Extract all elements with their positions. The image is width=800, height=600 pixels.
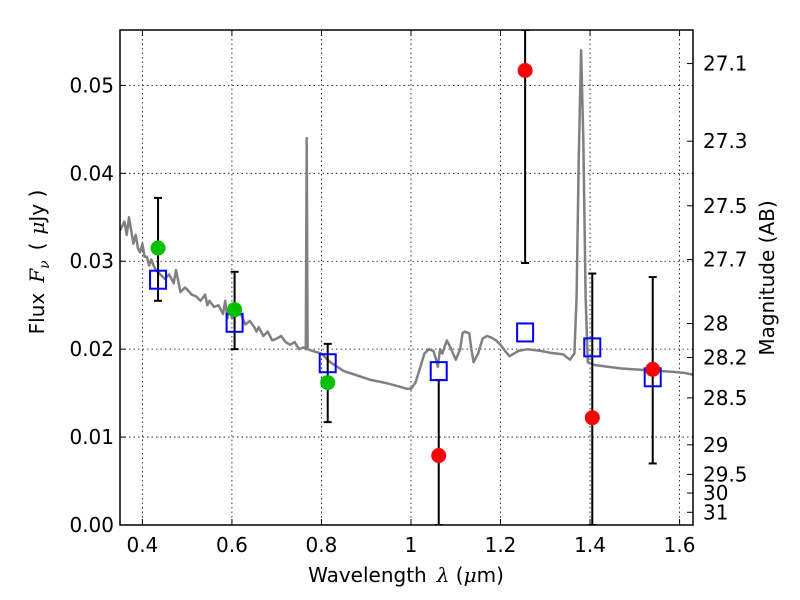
observed-flux-point-red [645, 361, 661, 377]
plot-background [120, 30, 693, 525]
model-flux-square-marker [318, 353, 337, 374]
plot-area [120, 30, 693, 525]
magnitude-tick-label: 29 [703, 433, 728, 457]
x-tick-label: 0.6 [216, 533, 248, 557]
magnitude-axis-label: Magnitude (AB) [755, 200, 779, 355]
x-tick-label: 1.4 [574, 533, 606, 557]
model-flux-square-marker [516, 322, 535, 343]
x-tick-label: 0.4 [126, 533, 158, 557]
y-tick-label: 0.02 [69, 337, 114, 361]
model-spectrum-line [120, 48, 693, 390]
y-tick-label: 0.01 [69, 425, 114, 449]
magnitude-tick-label: 27.5 [703, 194, 748, 218]
model-flux-square-marker [583, 337, 602, 358]
observed-flux-point-green [227, 302, 243, 318]
x-tick-label: 1.2 [485, 533, 517, 557]
model-flux-square-marker [149, 269, 168, 290]
magnitude-tick-label: 27.1 [703, 52, 748, 76]
y-tick-label: 0.00 [69, 513, 114, 537]
magnitude-tick-label: 29.5 [703, 462, 748, 486]
observed-flux-point-green [320, 375, 336, 391]
magnitude-tick-label: 28 [703, 312, 728, 336]
x-tick-label: 1 [405, 533, 418, 557]
magnitude-tick-label: 30 [703, 481, 728, 505]
axis-ticks: 0.4 0.6 0.8 1 1.2 1.4 1.6 0.00 0.01 0.02 0.03 0.04 0… [69, 30, 748, 557]
x-tick-label: 1.6 [664, 533, 696, 557]
magnitude-tick-label: 28.2 [703, 345, 748, 369]
observed-flux-point-red [431, 448, 447, 464]
observed-flux-point-red [584, 410, 600, 426]
magnitude-tick-label: 27.7 [703, 247, 748, 271]
magnitude-tick-label: 31 [703, 500, 728, 524]
y-tick-label: 0.03 [69, 249, 114, 273]
model-flux-square-marker [429, 361, 448, 382]
observed-flux-point-green [150, 240, 166, 256]
y-tick-label: 0.04 [69, 161, 114, 185]
x-tick-label: 0.8 [306, 533, 338, 557]
observed-flux-point-red [517, 62, 533, 78]
magnitude-tick-label: 28.5 [703, 386, 748, 410]
plot-frame [119, 29, 694, 526]
y-tick-label: 0.05 [69, 73, 114, 97]
magnitude-tick-label: 27.3 [703, 129, 748, 153]
y-axis-label: FluxFν(μJy ) [25, 190, 53, 335]
x-axis-label: Wavelength λ (μm) [308, 563, 504, 587]
